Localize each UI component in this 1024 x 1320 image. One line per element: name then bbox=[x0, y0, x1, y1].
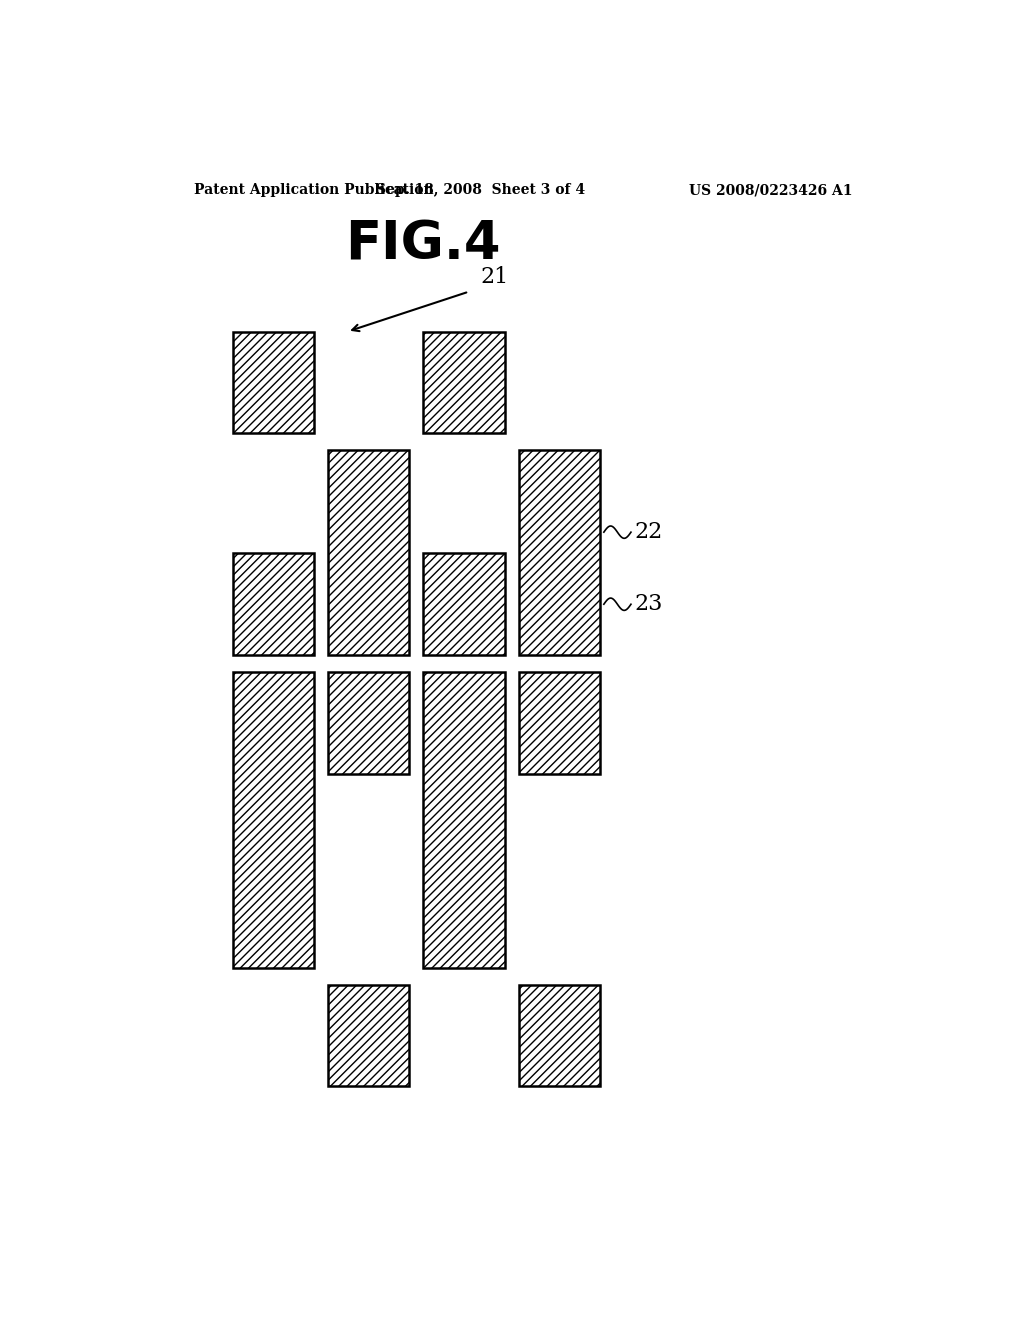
Bar bbox=[232, 331, 314, 433]
Bar bbox=[423, 672, 505, 968]
Text: US 2008/0223426 A1: US 2008/0223426 A1 bbox=[689, 183, 853, 197]
Text: Sep. 18, 2008  Sheet 3 of 4: Sep. 18, 2008 Sheet 3 of 4 bbox=[376, 183, 585, 197]
Bar bbox=[232, 553, 314, 655]
Text: 23: 23 bbox=[635, 593, 664, 615]
Bar bbox=[518, 985, 600, 1086]
Text: Patent Application Publication: Patent Application Publication bbox=[194, 183, 433, 197]
Bar bbox=[518, 450, 600, 655]
Bar bbox=[232, 672, 314, 968]
Text: FIG.4: FIG.4 bbox=[345, 219, 501, 271]
Bar bbox=[423, 331, 505, 433]
Text: 22: 22 bbox=[635, 521, 664, 543]
Bar bbox=[328, 985, 410, 1086]
Text: 21: 21 bbox=[480, 265, 509, 288]
Bar bbox=[518, 672, 600, 774]
Bar bbox=[423, 553, 505, 655]
Bar bbox=[328, 672, 410, 774]
Bar bbox=[328, 450, 410, 655]
